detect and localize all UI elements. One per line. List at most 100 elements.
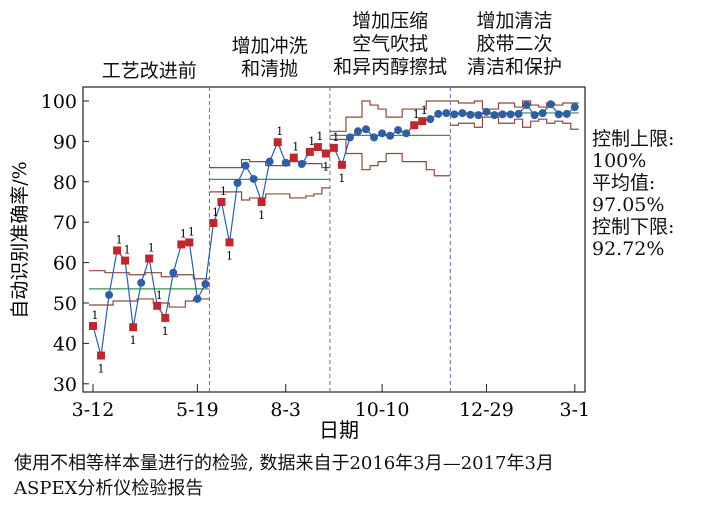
y-tick-label: 70 (53, 212, 77, 234)
out-of-control-marker: 1 (212, 206, 219, 219)
data-point (370, 133, 379, 142)
out-of-control-marker: 1 (180, 227, 187, 240)
out-of-control-marker: 1 (276, 125, 283, 138)
out-of-control-point (89, 322, 97, 331)
out-of-control-marker: 1 (220, 185, 227, 198)
data-point (281, 158, 290, 167)
out-of-control-marker: 1 (156, 289, 163, 302)
out-of-control-marker: 1 (162, 325, 169, 338)
data-point (474, 111, 483, 120)
ucl-line (450, 100, 579, 110)
data-point (386, 131, 395, 140)
out-of-control-marker: 1 (332, 131, 339, 144)
caption-line-2: ASPEX分析仪检验报告 (14, 478, 204, 499)
lcl-line (329, 138, 451, 177)
lcl-value: 92.72% (592, 238, 665, 260)
phase-label: 工艺改进前 (101, 60, 197, 82)
data-point (458, 109, 467, 118)
ucl-line (89, 270, 210, 280)
y-tick-label: 50 (53, 293, 77, 315)
out-of-control-point (418, 117, 427, 126)
data-point (201, 280, 210, 289)
out-of-control-point (337, 160, 346, 169)
phase-label: 和异丙醇擦拭 (333, 56, 448, 78)
ucl-value: 100% (592, 150, 647, 172)
out-of-control-point (305, 147, 314, 156)
out-of-control-point (321, 149, 330, 158)
phase-label: 清洁和保护 (467, 56, 563, 78)
out-of-control-marker: 1 (421, 104, 428, 117)
out-of-control-marker: 1 (130, 334, 137, 347)
ucl-label: 控制上限: (592, 128, 675, 150)
lcl-line (89, 298, 210, 308)
data-point (482, 107, 491, 116)
out-of-control-point (273, 138, 282, 147)
out-of-control-marker: 1 (226, 249, 233, 262)
data-point (530, 111, 539, 120)
lcl-line (450, 116, 579, 130)
data-point (570, 103, 579, 112)
data-point (249, 174, 258, 183)
caption-line-1: 使用不相等样本量进行的检验, 数据来自于2016年3月—2017年3月 (14, 453, 554, 474)
x-axis-label: 日期 (319, 418, 359, 442)
y-tick-label: 40 (53, 333, 77, 355)
out-of-control-point (97, 351, 106, 360)
out-of-control-point (217, 198, 226, 206)
data-point (394, 126, 403, 135)
out-of-control-marker: 1 (124, 244, 131, 257)
data-point (233, 179, 242, 188)
data-point (426, 115, 435, 124)
y-axis-label: 自动识别准确率/% (9, 161, 31, 318)
ucl-line (209, 158, 330, 169)
out-of-control-point (177, 240, 186, 249)
out-of-control-point (153, 301, 162, 310)
out-of-control-point (121, 256, 130, 265)
y-tick-label: 90 (53, 131, 77, 153)
data-point (506, 110, 515, 119)
out-of-control-marker: 1 (188, 225, 195, 238)
phase-label: 增加清洁 (476, 10, 553, 32)
out-of-control-marker: 1 (98, 363, 105, 376)
data-point (169, 268, 178, 277)
out-of-control-point (161, 313, 170, 322)
mean-value: 97.05% (592, 194, 665, 216)
data-point (514, 109, 523, 118)
out-of-control-point (145, 254, 154, 263)
phase-label: 和清抛 (241, 58, 299, 80)
mean-label: 平均值: (592, 172, 656, 194)
data-point (353, 127, 362, 136)
data-point (450, 110, 459, 119)
phase-label: 增加压缩 (352, 10, 429, 32)
out-of-control-point (209, 219, 218, 228)
y-tick-label: 30 (53, 374, 77, 396)
lcl-label: 控制下限: (592, 216, 675, 238)
phase-label: 增加冲洗 (231, 35, 308, 57)
data-point (137, 278, 146, 287)
data-point (434, 109, 443, 118)
x-tick-label: 3-12 (72, 399, 115, 421)
out-of-control-marker: 1 (308, 135, 315, 148)
out-of-control-marker: 1 (116, 233, 123, 246)
out-of-control-point (329, 143, 338, 152)
data-point (466, 110, 475, 119)
x-tick-label: 12-29 (459, 399, 514, 421)
out-of-control-point (185, 238, 194, 247)
limits-annotation: 控制上限: 100% 平均值: 97.05% 控制下限: 92.72% (592, 128, 674, 260)
out-of-control-point (225, 238, 234, 247)
data-point (378, 129, 387, 138)
data-point (562, 109, 571, 118)
data-point (522, 101, 531, 110)
data-point (490, 111, 499, 120)
out-of-control-marker: 1 (148, 242, 155, 255)
data-point (442, 109, 451, 118)
ucl-line (329, 100, 451, 132)
data-point (554, 110, 563, 119)
data-point (241, 161, 250, 170)
out-of-control-point (410, 121, 419, 130)
data-point (498, 110, 507, 119)
y-tick-label: 100 (41, 91, 77, 113)
out-of-control-marker: 1 (92, 309, 99, 322)
out-of-control-point (257, 198, 266, 206)
out-of-control-marker: 1 (322, 161, 329, 174)
